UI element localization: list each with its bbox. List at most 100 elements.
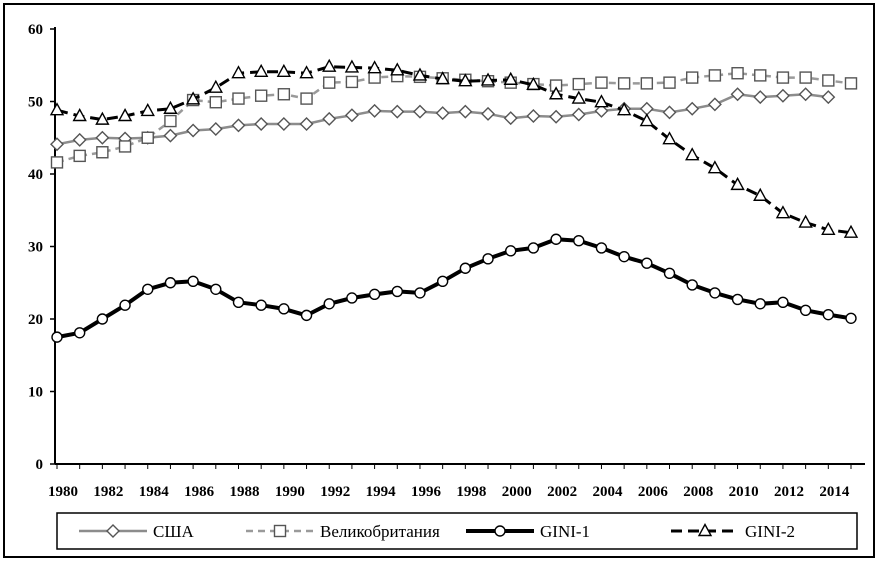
data-point-gini2	[616, 102, 632, 116]
data-point-gini1	[323, 298, 335, 310]
data-point-gini2	[843, 224, 859, 238]
data-point-usa	[753, 90, 768, 105]
data-point-gini2	[163, 100, 178, 114]
data-point-gini2	[208, 79, 223, 93]
data-point-gini1	[142, 283, 154, 295]
data-point-gini1	[73, 327, 86, 339]
data-point-gini2	[95, 111, 110, 125]
legend: США Великобритания GINI-1 GINI-2	[56, 512, 858, 550]
data-point-gini1	[731, 293, 744, 306]
data-point-uk	[708, 69, 722, 82]
data-point-usa	[50, 137, 64, 152]
data-point-gini1	[799, 304, 812, 316]
data-point-usa	[344, 108, 359, 123]
x-tick-label: 1980	[48, 484, 78, 500]
data-point-uk	[640, 77, 654, 90]
data-point-uk	[209, 96, 223, 109]
x-tick-label: 1988	[229, 484, 259, 500]
x-tick-label: 2014	[819, 484, 850, 500]
data-point-usa	[730, 87, 745, 102]
x-tick-label: 1982	[93, 484, 123, 500]
data-point-uk	[323, 76, 336, 89]
data-point-uk	[50, 156, 64, 169]
legend-marker-usa	[106, 524, 120, 538]
data-point-usa	[412, 104, 427, 119]
data-point-uk	[164, 114, 177, 128]
data-point-gini1	[436, 275, 449, 287]
data-point-gini1	[527, 242, 540, 254]
data-point-uk	[73, 149, 86, 163]
data-point-usa	[526, 109, 541, 123]
data-point-usa	[549, 109, 564, 124]
data-point-gini1	[845, 312, 857, 324]
data-point-usa	[276, 116, 291, 131]
data-point-gini1	[210, 283, 222, 295]
data-point-uk	[277, 88, 291, 101]
data-point-usa	[186, 123, 201, 138]
data-point-usa	[299, 116, 314, 131]
data-point-usa	[707, 97, 722, 112]
x-tick-label: 2012	[774, 484, 804, 500]
data-point-gini2	[367, 60, 382, 74]
legend-label-gini2: GINI-2	[745, 522, 795, 541]
data-point-gini1	[278, 303, 290, 315]
data-point-uk	[776, 71, 790, 84]
data-point-gini1	[641, 257, 653, 269]
data-point-gini1	[709, 287, 721, 299]
data-point-uk	[799, 71, 812, 84]
data-point-gini2	[299, 65, 314, 79]
data-point-gini1	[346, 292, 358, 304]
data-point-usa	[163, 128, 178, 143]
series-usa	[50, 87, 836, 152]
legend-marker-uk	[273, 524, 287, 538]
data-point-uk	[731, 67, 744, 80]
x-tick-label: 2004	[592, 484, 623, 500]
x-tick-label: 1998	[456, 484, 486, 500]
y-tick-label: 50	[28, 95, 43, 111]
data-point-gini2	[480, 72, 496, 86]
data-point-gini1	[686, 279, 698, 291]
data-point-usa	[662, 105, 677, 120]
data-point-gini2	[253, 63, 269, 77]
data-point-usa	[458, 104, 473, 119]
data-point-gini2	[344, 59, 360, 73]
data-point-gini2	[231, 65, 246, 79]
legend-label-uk: Великобритания	[320, 522, 440, 541]
data-point-usa	[775, 88, 790, 103]
data-point-uk	[617, 77, 631, 90]
data-point-gini1	[368, 288, 381, 301]
data-point-usa	[481, 106, 496, 121]
data-point-gini1	[505, 245, 517, 257]
data-point-gini2	[276, 63, 292, 77]
data-point-gini2	[435, 71, 450, 85]
data-point-usa	[322, 111, 337, 126]
data-point-uk	[118, 140, 132, 153]
x-tick-label: 2010	[729, 484, 759, 500]
x-tick-label: 2006	[638, 484, 669, 500]
data-point-gini1	[96, 313, 109, 325]
data-point-usa	[594, 103, 609, 118]
x-tick-label: 1994	[366, 484, 397, 500]
chart-frame: 0 10 20 30 40 50 60 1980 1982 1984 1986 1988 1990 19…	[3, 3, 875, 558]
data-point-gini2	[526, 76, 541, 91]
data-point-usa	[639, 101, 654, 116]
data-point-uk	[232, 92, 245, 105]
data-point-gini1	[822, 308, 835, 321]
data-point-gini1	[595, 242, 608, 254]
data-point-gini2	[730, 176, 745, 191]
data-point-gini2	[685, 147, 700, 161]
data-point-uk	[141, 131, 154, 144]
data-point-uk	[844, 77, 858, 90]
data-point-uk	[572, 77, 585, 91]
data-point-uk	[96, 146, 109, 159]
data-point-usa	[390, 104, 405, 119]
x-tick-label: 2002	[547, 484, 577, 500]
data-point-gini1	[573, 234, 585, 247]
data-point-uk	[822, 74, 835, 87]
series-uk	[50, 67, 858, 169]
data-point-gini1	[300, 309, 313, 322]
series-layer	[49, 58, 859, 343]
data-point-gini1	[255, 299, 267, 311]
data-point-uk	[254, 89, 268, 102]
data-point-gini2	[571, 90, 586, 104]
